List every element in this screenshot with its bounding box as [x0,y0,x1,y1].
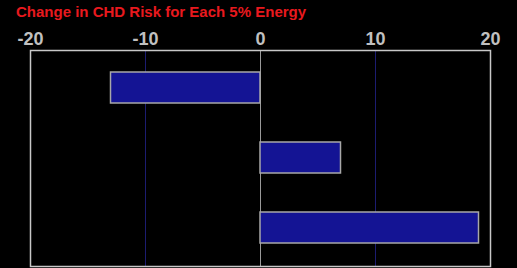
html-text:Change in CHD Risk for Each 5%: Change in CHD Risk for Each 5% Energy [16,3,307,20]
svg-text:-10: -10 [132,29,158,49]
svg-text:10: 10 [365,29,385,49]
svg-text:20: 20 [480,29,500,49]
svg-text:0: 0 [255,29,265,49]
svg-text:-20: -20 [17,29,43,49]
